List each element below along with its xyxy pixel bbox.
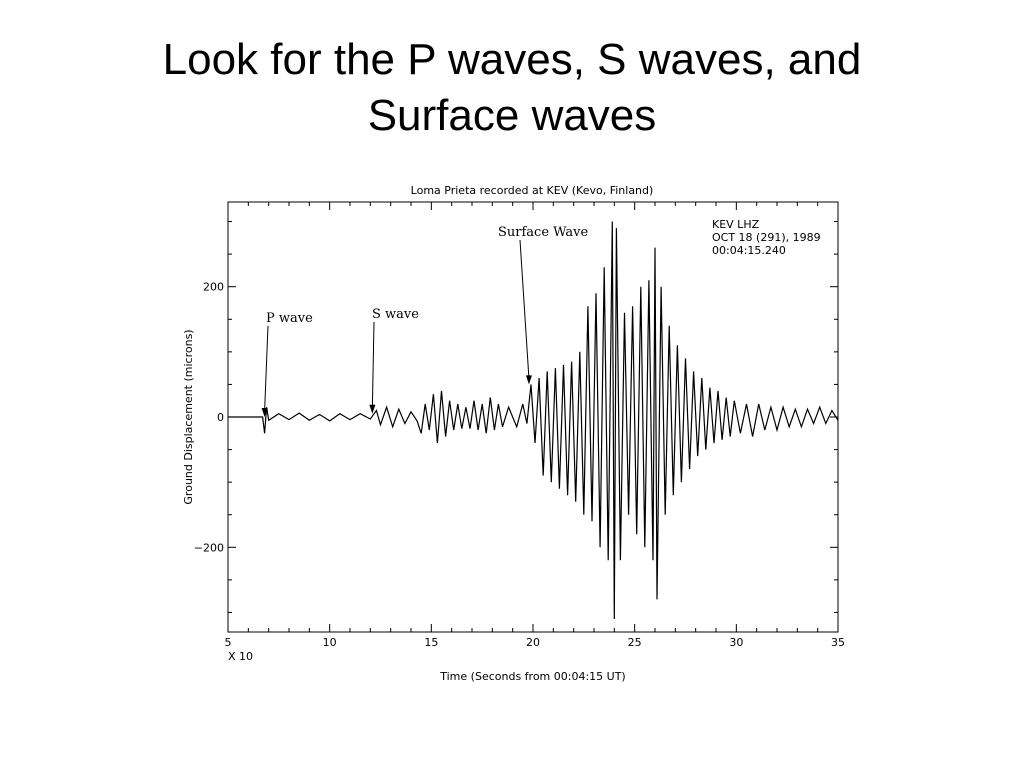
- x-tick-label: 20: [526, 636, 540, 649]
- station-info-line: OCT 18 (291), 1989: [712, 231, 821, 244]
- annotation-label: S wave: [372, 307, 419, 322]
- y-tick-label: 200: [203, 281, 224, 294]
- slide-title: Look for the P waves, S waves, and Surfa…: [0, 32, 1024, 144]
- y-tick-labels: 200 0 −200: [194, 281, 224, 555]
- y-tick-label: 0: [217, 411, 224, 424]
- x-tick-label: 30: [729, 636, 743, 649]
- annotation-arrowhead: [261, 408, 268, 417]
- y-tick-label: −200: [194, 541, 224, 554]
- x-tick-label: 15: [424, 636, 438, 649]
- station-info-line: 00:04:15.240: [712, 244, 786, 257]
- x-tick-label: 10: [323, 636, 337, 649]
- y-axis-label: Ground Displacement (microns): [182, 329, 195, 504]
- slide-title-line-2: Surface waves: [367, 91, 657, 140]
- x-axis-label: Time (Seconds from 00:04:15 UT): [439, 670, 625, 683]
- slide-title-line-1: Look for the P waves, S waves, and: [162, 35, 862, 84]
- annotation-arrow: [264, 325, 269, 412]
- wave-annotations: P wave S wave Surface Wave: [261, 225, 588, 417]
- chart-title: Loma Prieta recorded at KEV (Kevo, Finla…: [411, 184, 654, 197]
- annotation-label: P wave: [266, 311, 313, 326]
- axis-ticks: [227, 202, 839, 632]
- x-tick-label: 35: [831, 636, 845, 649]
- annotation-arrow: [371, 321, 375, 408]
- annotation-arrowhead: [525, 375, 532, 385]
- x-tick-labels: 5 10 15 20 25 30 35: [225, 636, 846, 649]
- annotation-label: Surface Wave: [498, 225, 588, 240]
- x-tick-label: 25: [628, 636, 642, 649]
- series-line: [228, 221, 839, 620]
- x-multiplier-label: X 10: [228, 650, 253, 663]
- x-tick-label: 5: [225, 636, 232, 649]
- annotation-arrow: [519, 239, 530, 379]
- annotation-arrowhead: [369, 404, 376, 414]
- station-info-line: KEV LHZ: [712, 218, 760, 231]
